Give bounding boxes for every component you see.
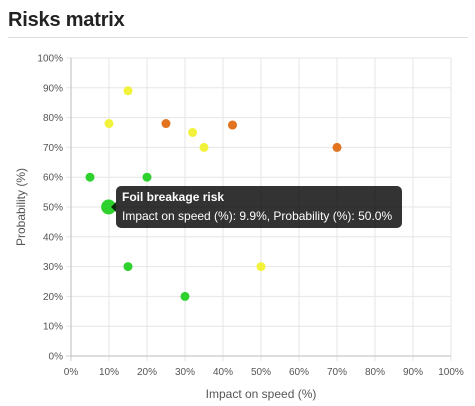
data-point[interactable] (85, 172, 95, 182)
y-tick-label: 20% (43, 292, 63, 303)
x-tick-label: 50% (251, 367, 271, 378)
y-tick-label: 90% (43, 83, 63, 94)
y-tick-label: 80% (43, 113, 63, 124)
chart-points (85, 86, 342, 301)
x-tick-label: 30% (175, 367, 195, 378)
chart-axes (70, 58, 451, 357)
page-title: Risks matrix (8, 9, 125, 31)
data-point[interactable] (142, 172, 152, 182)
data-point[interactable] (104, 119, 114, 129)
x-tick-label: 90% (403, 367, 423, 378)
data-point[interactable] (161, 119, 171, 129)
y-tick-label: 30% (43, 262, 63, 273)
x-axis-label: Impact on speed (%) (206, 387, 317, 401)
data-point[interactable] (228, 120, 237, 130)
y-tick-label: 40% (43, 232, 63, 243)
y-axis-label: Probability (%) (14, 168, 28, 246)
x-tick-label: 60% (289, 367, 309, 378)
data-point[interactable] (332, 142, 342, 152)
data-point[interactable] (180, 291, 190, 301)
x-tick-label: 70% (327, 367, 347, 378)
data-point[interactable] (123, 262, 133, 272)
y-tick-label: 0% (49, 352, 64, 363)
data-point[interactable] (188, 128, 198, 137)
chart-tick-labels: 0% 10% 20% 30% 40% 50% 60% 70% 80% 90% 100% 0% 10% 20… (37, 54, 463, 379)
data-point[interactable] (256, 262, 266, 272)
data-point[interactable] (199, 142, 209, 152)
tooltip-body: Impact on speed (%): 9.9%, Probability (… (122, 209, 393, 223)
data-point[interactable] (123, 86, 133, 96)
x-tick-label: 0% (64, 367, 79, 378)
y-tick-label: 10% (43, 322, 63, 333)
x-tick-label: 40% (213, 367, 233, 378)
y-tick-label: 50% (43, 203, 63, 214)
point-tooltip: Foil breakage risk Impact on speed (%): … (111, 186, 402, 228)
y-tick-label: 100% (37, 54, 63, 65)
y-tick-label: 70% (43, 143, 63, 154)
x-tick-label: 80% (365, 367, 385, 378)
tooltip-arrow (111, 202, 116, 212)
tooltip-title: Foil breakage risk (122, 190, 225, 204)
x-tick-label: 20% (137, 367, 157, 378)
title-divider (8, 37, 468, 38)
y-tick-label: 60% (43, 173, 63, 184)
x-tick-label: 100% (438, 367, 464, 378)
x-tick-label: 10% (99, 367, 119, 378)
